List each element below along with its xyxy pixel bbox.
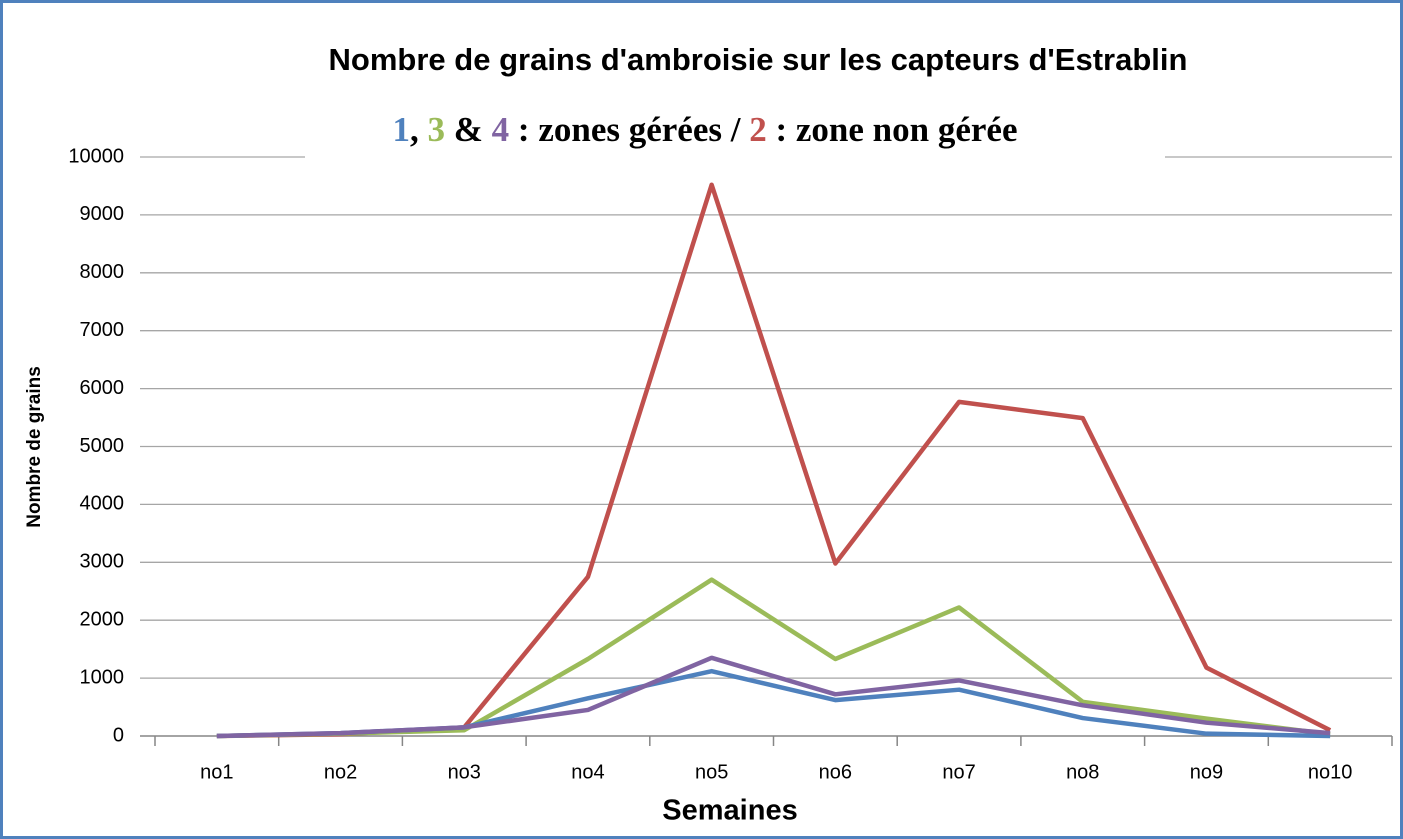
x-tick-label: no2 — [324, 761, 357, 783]
y-tick-label: 4000 — [80, 493, 125, 515]
y-tick-label: 9000 — [80, 203, 125, 225]
y-tick-label: 1000 — [80, 666, 125, 688]
x-tick-label: no3 — [448, 761, 481, 783]
subtitle-series-name: 1 — [393, 110, 411, 149]
y-tick-label: 5000 — [80, 435, 125, 457]
y-tick-label: 3000 — [80, 551, 125, 573]
x-tick-label: no5 — [695, 761, 728, 783]
subtitle-text: & — [445, 110, 492, 149]
series-line — [216, 655, 1331, 739]
x-tick-label: no1 — [200, 761, 233, 783]
x-tick-label: no6 — [819, 761, 852, 783]
subtitle-series-name: 3 — [428, 110, 446, 149]
x-tick-label: no8 — [1066, 761, 1099, 783]
y-tick-label: 8000 — [80, 261, 125, 283]
subtitle-background — [305, 110, 1165, 170]
x-tick-label: no7 — [942, 761, 975, 783]
y-axis-label: Nombre de grains — [24, 366, 45, 528]
x-tick-label: no4 — [571, 761, 604, 783]
y-tick-label: 6000 — [80, 377, 125, 399]
x-tick-label: no9 — [1190, 761, 1223, 783]
subtitle-text: : zone non gérée — [767, 110, 1018, 149]
subtitle-text: , — [410, 110, 428, 149]
y-tick-label: 0 — [113, 724, 124, 746]
subtitle-series-name: 2 — [749, 110, 767, 149]
y-tick-label: 7000 — [80, 319, 125, 341]
y-tick-label: 2000 — [80, 608, 125, 630]
subtitle: 1, 3 & 4 : zones gérées / 2 : zone non g… — [393, 110, 1018, 149]
subtitle-series-name: 4 — [492, 110, 510, 149]
y-tick-label: 10000 — [68, 145, 124, 167]
x-tick-label: no10 — [1308, 761, 1353, 783]
x-axis-label: Semaines — [662, 795, 797, 827]
chart-title: Nombre de grains d'ambroisie sur les cap… — [329, 42, 1188, 77]
subtitle-text: : zones gérées / — [509, 110, 749, 149]
